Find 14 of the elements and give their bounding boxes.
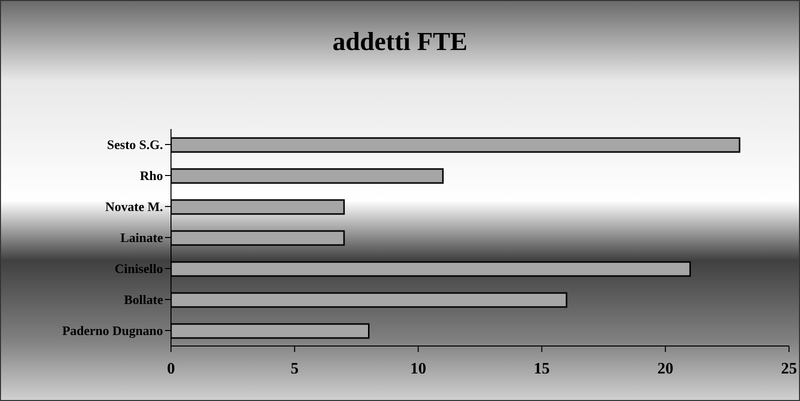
x-tick-label: 25 — [781, 360, 797, 378]
y-tick-label: Lainate — [120, 230, 164, 246]
y-tick-label: Paderno Dugnano — [62, 323, 163, 338]
y-tick-label: Sesto S.G. — [107, 137, 163, 152]
x-tick-label: 10 — [410, 360, 426, 378]
y-tick-label: Rho — [140, 168, 163, 184]
chart-title: addetti FTE — [331, 27, 469, 57]
x-tick-label: 0 — [167, 360, 175, 378]
x-tick-label: 15 — [534, 360, 550, 378]
y-tick-label: Bollate — [124, 292, 164, 308]
y-tick-label: Cinisello — [114, 261, 163, 276]
x-tick-label: 5 — [290, 360, 299, 378]
x-tick-label: 20 — [657, 360, 674, 378]
y-tick-label: Novate M. — [105, 199, 163, 214]
